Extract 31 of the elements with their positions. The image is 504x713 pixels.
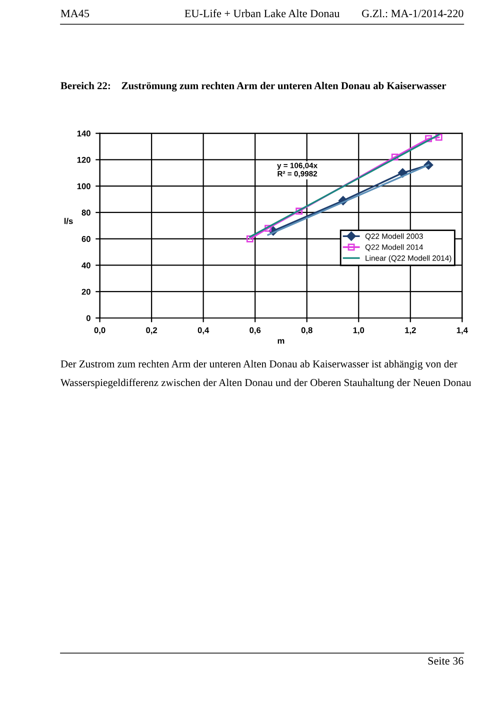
text: G.Zl.: MA-1/2014-220 bbox=[362, 9, 464, 18]
x-tick-label: 0,6 bbox=[250, 327, 261, 334]
y-tick-label: 140 bbox=[77, 130, 90, 136]
point bbox=[264, 224, 272, 232]
text: EU-Life + Urban Lake Alte Donau bbox=[184, 9, 340, 18]
y-tick-label: 0 bbox=[86, 315, 90, 322]
y-tick-label: 40 bbox=[82, 262, 90, 268]
y-tick-label: 100 bbox=[77, 183, 90, 190]
y-tick-label: 60 bbox=[82, 236, 90, 242]
x-tick-label: 1,0 bbox=[353, 327, 364, 334]
text: Seite 36 bbox=[428, 657, 464, 665]
point bbox=[296, 208, 303, 215]
x-tick-label: 0,8 bbox=[301, 327, 312, 334]
x-tick-label: 0,2 bbox=[146, 327, 158, 334]
y-axis-title: l/s bbox=[64, 218, 73, 224]
x-tick-label: 1,2 bbox=[405, 327, 416, 334]
x-tick-label: 0,4 bbox=[198, 327, 210, 334]
point bbox=[425, 135, 432, 142]
text: MA45 bbox=[60, 10, 90, 18]
point bbox=[391, 154, 398, 161]
y-tick-label: 20 bbox=[82, 288, 90, 295]
point bbox=[246, 235, 254, 242]
chart-title: Bereich 22: Zuströmung zum rechten Arm der unteren Alten Donau ab Kaiserwasser bbox=[60, 82, 446, 92]
text: Wasserspiegeldifferenz zwischen der Alten Donau und der Oberen Stauhaltung der Neuen Donau bbox=[60, 378, 472, 388]
x-tick-label: 1,4 bbox=[456, 327, 468, 334]
point bbox=[435, 134, 442, 141]
text: Der Zustrom zum rechten Arm der unteren Alten Donau ab Kaiserwasser ist abhängig von der bbox=[60, 360, 458, 370]
y-tick-label: 80 bbox=[82, 210, 90, 216]
x-axis-title: m bbox=[278, 339, 284, 344]
y-tick-label: 120 bbox=[77, 156, 90, 163]
x-tick-label: 0,0 bbox=[94, 327, 106, 334]
